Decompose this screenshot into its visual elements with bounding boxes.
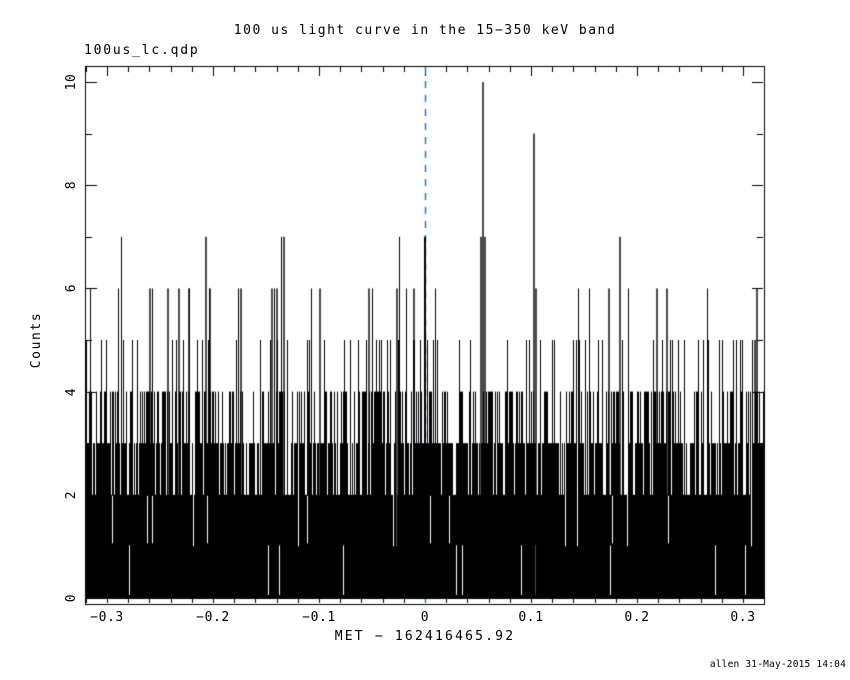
y-tick-label: 8 bbox=[64, 180, 79, 190]
x-tick-label: −0.1 bbox=[302, 610, 336, 625]
x-tick-label: −0.3 bbox=[90, 610, 124, 625]
y-tick-label: 2 bbox=[64, 490, 79, 500]
y-axis-title: Counts bbox=[29, 311, 44, 369]
qdp-filename-label: 100us_lc.qdp bbox=[84, 43, 200, 58]
y-tick-label: 10 bbox=[64, 73, 79, 91]
x-tick-label: 0.3 bbox=[730, 610, 756, 625]
y-tick-label: 0 bbox=[64, 593, 79, 603]
plot-title: 100 us light curve in the 15−350 keV ban… bbox=[233, 23, 617, 38]
x-tick-label: 0.1 bbox=[518, 610, 544, 625]
x-axis-title: MET − 162416465.92 bbox=[334, 629, 516, 644]
credit-stamp: allen 31-May-2015 14:04 bbox=[709, 659, 846, 670]
y-tick-label: 6 bbox=[64, 284, 79, 293]
x-tick-label: 0.2 bbox=[624, 610, 650, 625]
x-tick-label: −0.2 bbox=[196, 610, 230, 625]
y-tick-label: 4 bbox=[64, 387, 79, 396]
x-tick-label: 0 bbox=[420, 610, 430, 625]
